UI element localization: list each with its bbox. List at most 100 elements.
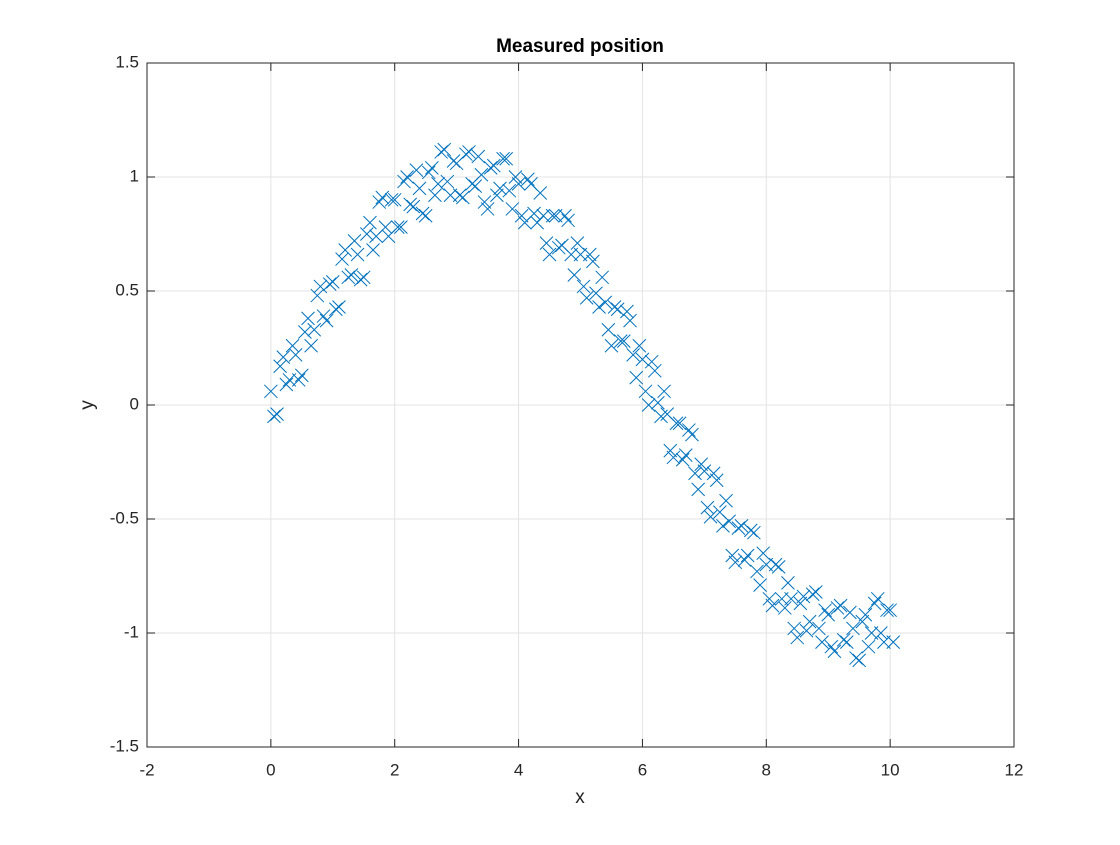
point [493, 181, 507, 196]
point [409, 163, 424, 178]
point [375, 190, 390, 205]
point [384, 192, 399, 207]
point [468, 179, 483, 193]
point [505, 202, 520, 216]
point [790, 630, 805, 645]
point [471, 149, 486, 164]
point [582, 247, 597, 262]
point [743, 523, 758, 538]
point [341, 270, 356, 285]
point [288, 347, 303, 362]
point [551, 240, 566, 255]
point [706, 466, 721, 481]
point [387, 192, 402, 207]
point [446, 154, 461, 168]
point [496, 151, 510, 166]
point [344, 268, 359, 282]
point [310, 288, 325, 303]
point [613, 334, 628, 349]
point [558, 208, 572, 223]
point [778, 601, 792, 615]
point [728, 555, 743, 570]
point [477, 195, 492, 209]
point [836, 632, 851, 647]
point [465, 176, 479, 191]
x-tick-label: 0 [266, 760, 275, 779]
point [737, 553, 752, 567]
point [632, 338, 647, 353]
x-axis-label: x [575, 787, 585, 808]
point [802, 614, 817, 629]
point [666, 450, 681, 465]
point [694, 457, 709, 472]
point [647, 363, 662, 378]
point [712, 505, 727, 520]
points [264, 142, 901, 668]
x-tick-label: 8 [762, 760, 771, 779]
point [709, 473, 724, 488]
point [719, 493, 733, 508]
x-tick-label: 4 [514, 760, 523, 779]
point [663, 443, 678, 458]
x-tick-label: -2 [139, 760, 154, 779]
point [861, 639, 876, 654]
point [455, 190, 470, 205]
y-tick-label: -0.5 [110, 508, 139, 527]
point [425, 161, 439, 175]
y-axis-label: y [77, 400, 98, 410]
point [542, 247, 557, 262]
point [322, 277, 337, 292]
point [406, 199, 421, 214]
point [359, 227, 374, 241]
point [623, 313, 637, 328]
point [771, 560, 786, 574]
point [747, 525, 761, 540]
point [291, 373, 306, 387]
point [827, 644, 842, 659]
point [267, 409, 281, 424]
point [390, 220, 405, 235]
point [774, 591, 789, 606]
point [849, 651, 863, 665]
point [561, 213, 575, 228]
point [415, 206, 430, 221]
point [356, 270, 371, 285]
point [434, 145, 449, 159]
point [805, 587, 820, 602]
point [843, 605, 857, 620]
point [781, 575, 795, 590]
point [490, 188, 504, 203]
point [545, 208, 560, 223]
point [276, 350, 291, 364]
point [669, 416, 684, 431]
point [437, 142, 452, 157]
point [725, 548, 740, 563]
y-tick-label: 1.5 [115, 52, 139, 71]
point [592, 300, 606, 314]
point [874, 626, 888, 640]
point [799, 623, 814, 638]
point [812, 621, 826, 636]
point [527, 206, 541, 221]
point [576, 279, 591, 294]
point [329, 302, 343, 317]
point [294, 368, 309, 383]
ticks: -2 0 2 4 6 8 10 12 -1.5 -1 -0.5 0 0.5 1 1.5 [110, 52, 1024, 779]
point [768, 557, 783, 572]
point [818, 603, 832, 618]
point [651, 395, 665, 410]
point [657, 384, 671, 399]
point [366, 243, 380, 257]
point [459, 147, 473, 162]
point [846, 621, 860, 636]
point [285, 338, 300, 353]
point [567, 268, 582, 282]
point [688, 466, 702, 481]
point [480, 202, 495, 216]
point [564, 247, 579, 262]
point [452, 188, 467, 203]
point [397, 174, 411, 189]
point [440, 174, 455, 189]
point [304, 338, 318, 353]
point [431, 176, 445, 191]
